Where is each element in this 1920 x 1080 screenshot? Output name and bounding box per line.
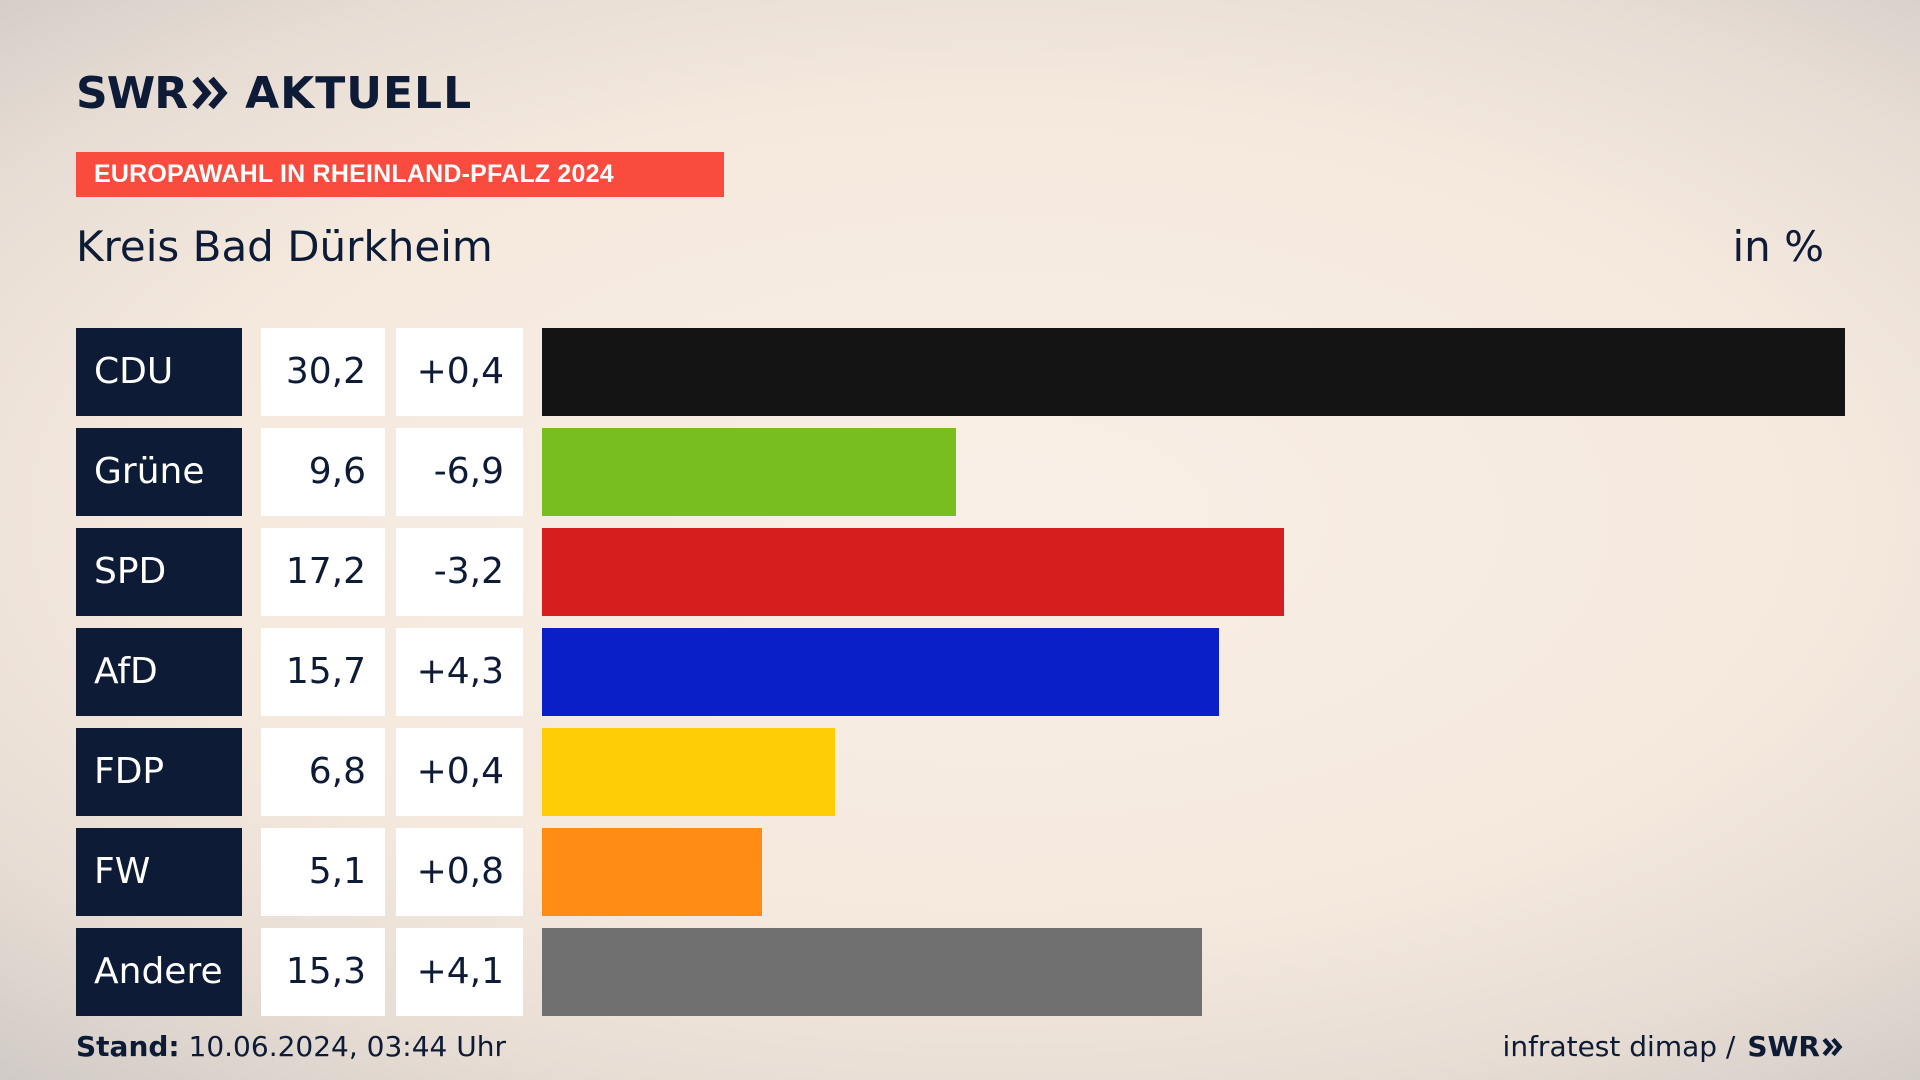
bar	[542, 428, 956, 516]
footer-brand: SWR	[1747, 1030, 1820, 1063]
chart-subtitle: Kreis Bad Dürkheim	[76, 222, 493, 271]
unit-label: in %	[1732, 222, 1824, 271]
bar	[542, 728, 835, 816]
bar	[542, 828, 762, 916]
vote-share-label: 15,7	[261, 628, 385, 716]
double-chevron-icon	[1822, 1037, 1843, 1056]
change-label: +0,4	[396, 728, 523, 816]
bar	[542, 528, 1284, 616]
swr-aktuell-logo: SWR AKTUELL	[76, 66, 472, 120]
party-label: FW	[76, 828, 242, 916]
result-row: CDU 30,2 +0,4	[76, 328, 1846, 416]
vote-share-label: 5,1	[261, 828, 385, 916]
stand-label: Stand:	[76, 1030, 180, 1063]
vote-share-label: 17,2	[261, 528, 385, 616]
result-row: AfD 15,7 +4,3	[76, 628, 1846, 716]
change-label: +4,1	[396, 928, 523, 1016]
party-label: AfD	[76, 628, 242, 716]
source-credit: infratest dimap / SWR	[1503, 1030, 1844, 1063]
party-label: Andere	[76, 928, 242, 1016]
vote-share-label: 15,3	[261, 928, 385, 1016]
stand-value: 10.06.2024, 03:44 Uhr	[188, 1030, 506, 1063]
bar	[542, 628, 1219, 716]
change-label: -6,9	[396, 428, 523, 516]
result-row: FDP 6,8 +0,4	[76, 728, 1846, 816]
election-banner: EUROPAWAHL IN RHEINLAND-PFALZ 2024	[76, 152, 724, 197]
double-chevron-icon	[192, 76, 228, 110]
result-row: FW 5,1 +0,8	[76, 828, 1846, 916]
logo-brand: SWR	[76, 67, 188, 119]
vote-share-label: 9,6	[261, 428, 385, 516]
party-label: FDP	[76, 728, 242, 816]
party-label: Grüne	[76, 428, 242, 516]
change-label: +4,3	[396, 628, 523, 716]
bar	[542, 928, 1202, 1016]
change-label: +0,8	[396, 828, 523, 916]
vote-share-label: 30,2	[261, 328, 385, 416]
party-label: CDU	[76, 328, 242, 416]
result-row: SPD 17,2 -3,2	[76, 528, 1846, 616]
result-row: Andere 15,3 +4,1	[76, 928, 1846, 1016]
change-label: +0,4	[396, 328, 523, 416]
bar	[542, 328, 1845, 416]
source-text: infratest dimap /	[1502, 1030, 1736, 1063]
logo-section: AKTUELL	[245, 67, 473, 119]
vote-share-label: 6,8	[261, 728, 385, 816]
timestamp: Stand: 10.06.2024, 03:44 Uhr	[76, 1030, 506, 1063]
change-label: -3,2	[396, 528, 523, 616]
result-row: Grüne 9,6 -6,9	[76, 428, 1846, 516]
party-label: SPD	[76, 528, 242, 616]
